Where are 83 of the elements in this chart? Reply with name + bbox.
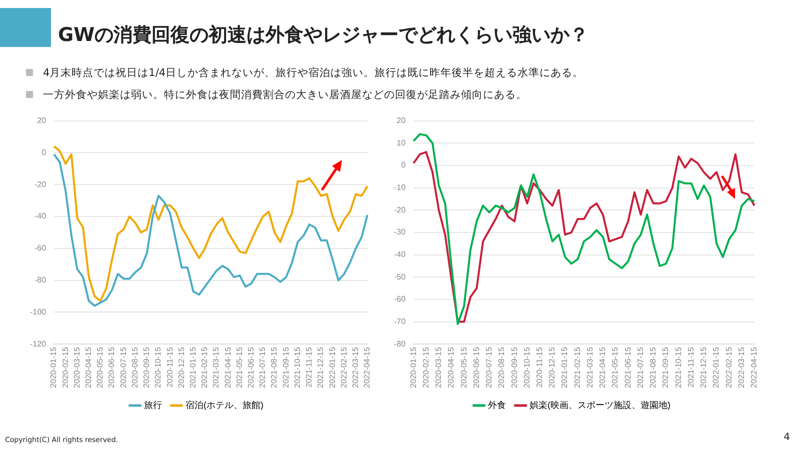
y-tick-label: 20 — [396, 116, 406, 126]
y-tick-label: -10 — [394, 182, 406, 192]
x-tick-label: 2020-03-15 — [72, 346, 82, 388]
legend-label: 娯楽(映画、スポーツ施設、遊園地) — [530, 400, 671, 410]
x-tick-label: 2020-12-15 — [176, 346, 186, 388]
text: 4月末時点では祝日は1/4日しか含まれないが、旅行や宿泊は強い。旅行は既に昨年後半を超える水準にある。 — [26, 62, 584, 84]
x-tick-label: 2021-09-15 — [661, 346, 670, 388]
y-tick-label: 0 — [401, 160, 406, 170]
x-tick-label: 2021-05-15 — [234, 346, 244, 388]
y-tick-label: -80 — [34, 275, 47, 284]
y-tick-label: -60 — [34, 244, 47, 253]
text: 一方外食や娯楽は弱い。特に外食は夜間消費割合の大きい居酒屋などの回復が足踏み傾向にある。 — [26, 84, 584, 106]
x-tick-label: 2021-10-15 — [292, 346, 302, 388]
x-tick-label: 2022-01-15 — [328, 346, 337, 388]
y-tick-label: -30 — [394, 228, 406, 237]
x-tick-label: 2021-06-15 — [246, 346, 256, 388]
x-tick-label: 2021-04-15 — [598, 346, 608, 388]
x-tick-label: 2020-08-15 — [130, 346, 140, 388]
y-tick-label: -100 — [30, 307, 47, 316]
x-tick-label: 2021-03-15 — [212, 346, 221, 388]
x-tick-label: 2020-03-15 — [434, 346, 444, 388]
x-tick-label: 2020-06-15 — [107, 346, 116, 388]
x-tick-label: 2022-04-15 — [750, 346, 759, 388]
x-tick-label: 2022-03-15 — [350, 346, 360, 388]
x-tick-label: 2021-08-15 — [270, 346, 279, 388]
x-tick-label: 2021-10-15 — [674, 346, 683, 388]
x-tick-label: 2022-04-15 — [362, 346, 372, 388]
x-tick-label: 2022-02-15 — [339, 346, 348, 388]
y-tick-label: 10 — [396, 138, 406, 148]
y-tick-label: -120 — [30, 339, 47, 348]
legend-label: 旅行 — [144, 400, 162, 410]
x-tick-label: 2020-09-15 — [142, 346, 152, 388]
chart-title: GWの消費回復の初速は外食やレジャーでどれくらい強いか？ — [58, 23, 589, 48]
x-tick-label: 2020-05-15 — [459, 346, 468, 388]
x-tick-label: 2021-08-15 — [648, 346, 658, 388]
y-tick-label: -50 — [394, 272, 406, 282]
x-tick-label: 2020-04-15 — [446, 346, 456, 388]
y-tick-label: -20 — [34, 180, 47, 189]
x-tick-label: 2020-02-15 — [60, 346, 70, 388]
y-tick-label: -20 — [394, 205, 406, 214]
x-tick-label: 2021-02-15 — [572, 346, 582, 388]
x-tick-label: 2021-03-15 — [585, 346, 594, 388]
x-tick-label: 2020-02-15 — [421, 346, 430, 388]
x-tick-label: 2021-11-15 — [686, 346, 696, 388]
y-tick-label: -40 — [34, 212, 47, 221]
x-tick-label: 2022-02-15 — [724, 346, 734, 388]
x-tick-label: 2022-01-15 — [712, 346, 721, 388]
legend-label: 宿泊(ホテル、旅館) — [186, 400, 264, 410]
x-tick-label: 2021-07-15 — [258, 346, 268, 388]
x-tick-label: 2020-04-15 — [84, 346, 94, 388]
x-tick-label: 2020-07-15 — [118, 346, 128, 388]
x-tick-label: 2021-01-15 — [560, 346, 570, 388]
y-tick-label: -60 — [394, 294, 406, 304]
x-tick-label: 2021-07-15 — [636, 346, 645, 388]
text: 4 — [784, 432, 790, 443]
x-tick-label: 2021-09-15 — [281, 346, 290, 388]
x-tick-label: 2020-07-15 — [484, 346, 494, 388]
x-tick-label: 2021-12-15 — [699, 346, 708, 388]
x-tick-label: 2020-10-15 — [154, 346, 163, 388]
x-tick-label: 2020-06-15 — [472, 346, 481, 388]
y-tick-label: -70 — [394, 316, 406, 326]
x-tick-label: 2020-10-15 — [522, 346, 532, 388]
x-tick-label: 2021-02-15 — [200, 346, 210, 388]
y-tick-label: 0 — [42, 148, 47, 157]
x-tick-label: 2020-01-15 — [408, 346, 418, 388]
x-tick-label: 2022-03-15 — [736, 346, 746, 388]
x-tick-label: 2020-12-15 — [548, 346, 557, 388]
x-tick-label: 2021-04-15 — [223, 346, 232, 388]
x-tick-label: 2021-12-15 — [316, 346, 326, 388]
x-tick-label: 2020-01-15 — [49, 346, 58, 388]
x-tick-label: 2020-09-15 — [510, 346, 519, 388]
legend-label: 外食 — [488, 400, 506, 410]
x-tick-label: 2021-01-15 — [188, 346, 198, 388]
x-tick-label: 2020-11-15 — [535, 346, 544, 388]
y-tick-label: -40 — [394, 250, 406, 259]
x-tick-label: 2020-05-15 — [96, 346, 105, 388]
x-tick-label: 2020-11-15 — [165, 346, 174, 388]
y-tick-label: -80 — [394, 339, 406, 348]
x-tick-label: 2021-05-15 — [610, 346, 620, 388]
x-tick-label: 2021-11-15 — [304, 346, 314, 388]
x-tick-label: 2021-06-15 — [623, 346, 632, 388]
y-tick-label: 20 — [37, 116, 47, 126]
x-tick-label: 2020-08-15 — [497, 346, 506, 388]
